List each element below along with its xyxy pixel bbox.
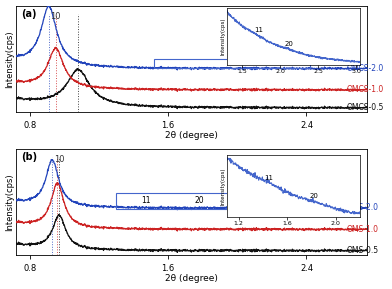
Y-axis label: Intensity(cps): Intensity(cps): [5, 173, 15, 231]
Text: 11: 11: [141, 197, 151, 205]
Text: OMS-0.5: OMS-0.5: [346, 246, 378, 255]
Text: (b): (b): [21, 152, 37, 162]
X-axis label: 2θ (degree): 2θ (degree): [165, 131, 218, 140]
Text: (a): (a): [21, 9, 37, 19]
Text: 10: 10: [51, 12, 61, 21]
Text: OMS-2.0: OMS-2.0: [346, 203, 378, 212]
Text: OMCS-1.0: OMCS-1.0: [346, 85, 383, 94]
Text: OMCS-0.5: OMCS-0.5: [346, 103, 384, 112]
Text: OMS-1.0: OMS-1.0: [346, 225, 378, 234]
X-axis label: 2θ (degree): 2θ (degree): [165, 275, 218, 284]
Text: 20: 20: [194, 197, 204, 205]
Text: 10: 10: [54, 155, 65, 164]
Text: OMCS-2.0: OMCS-2.0: [346, 64, 383, 73]
Y-axis label: Intensity(cps): Intensity(cps): [5, 30, 15, 88]
